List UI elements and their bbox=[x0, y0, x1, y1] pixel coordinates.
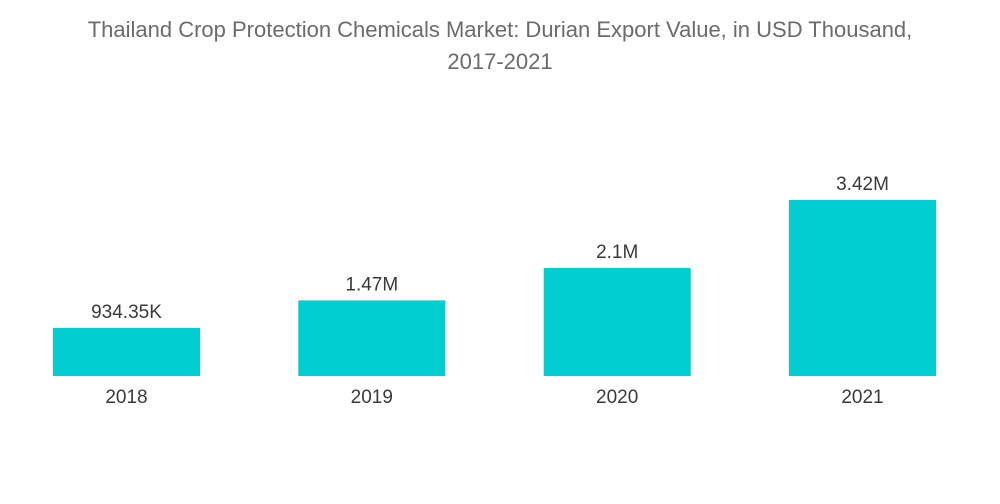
x-tick-label-2019: 2019 bbox=[351, 387, 393, 408]
bar-2019 bbox=[298, 300, 446, 376]
chart-title: Thailand Crop Protection Chemicals Marke… bbox=[0, 14, 1000, 78]
x-tick-label-2021: 2021 bbox=[841, 387, 883, 408]
data-label-2020: 2.1M bbox=[596, 242, 638, 263]
chart-title-line-1: Thailand Crop Protection Chemicals Marke… bbox=[87, 17, 913, 42]
x-tick-label-2020: 2020 bbox=[596, 387, 638, 408]
x-tick-label-2018: 2018 bbox=[105, 387, 147, 408]
data-label-2018: 934.35K bbox=[91, 302, 162, 323]
bar-2021 bbox=[789, 200, 936, 376]
chart-title-line-2: 2017-2021 bbox=[447, 49, 553, 74]
bar-2020 bbox=[543, 267, 691, 376]
bar-2018 bbox=[53, 327, 200, 376]
data-label-2021: 3.42M bbox=[836, 174, 889, 195]
data-label-2019: 1.47M bbox=[345, 274, 398, 295]
